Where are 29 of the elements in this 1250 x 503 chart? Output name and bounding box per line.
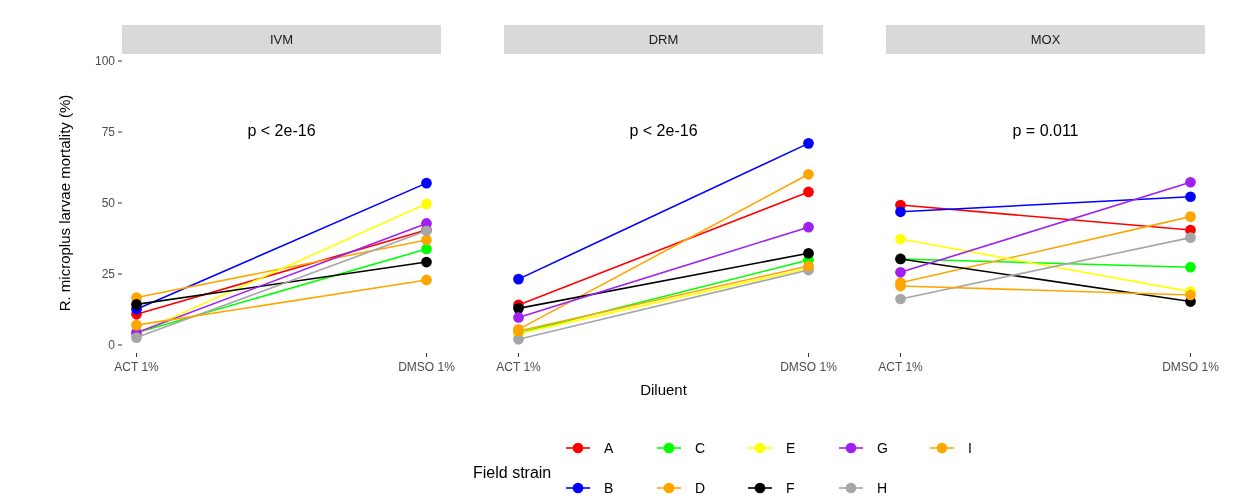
legend-label: D: [695, 479, 706, 496]
chart-title: MOX: [1030, 32, 1061, 47]
legend-label: C: [695, 439, 706, 456]
annotation: p < 2e-16: [247, 122, 316, 139]
chart-title: DRM: [648, 32, 679, 47]
y-axis-title: R. microplus larvae mortality (%): [56, 94, 73, 312]
legend-label: A: [604, 439, 614, 456]
x-tick-label: ACT 1%: [496, 360, 542, 374]
y-tick-label: 0: [108, 338, 116, 353]
legend-label: H: [877, 479, 888, 496]
legend-label: G: [877, 439, 888, 456]
y-tick-label: 50: [101, 196, 116, 211]
x-tick-label: ACT 1%: [878, 360, 924, 374]
legend-label: B: [604, 479, 614, 496]
legend-label: F: [786, 479, 795, 496]
annotation: p < 2e-16: [629, 122, 698, 139]
annotation: p = 0.011: [1012, 122, 1079, 139]
legend-label: I: [968, 439, 972, 456]
legend-title: Field strain: [473, 464, 552, 481]
x-tick-label: ACT 1%: [114, 360, 160, 374]
y-tick-label: 25: [101, 267, 116, 282]
legend-label: E: [786, 439, 796, 456]
x-axis-title: Diluent: [640, 381, 688, 398]
chart-title: IVM: [269, 32, 294, 47]
x-tick-label: DMSO 1%: [398, 360, 456, 374]
x-tick-label: DMSO 1%: [780, 360, 838, 374]
x-tick-label: DMSO 1%: [1162, 360, 1220, 374]
y-tick-label: 75: [101, 125, 116, 140]
y-tick-label: 100: [94, 54, 116, 69]
